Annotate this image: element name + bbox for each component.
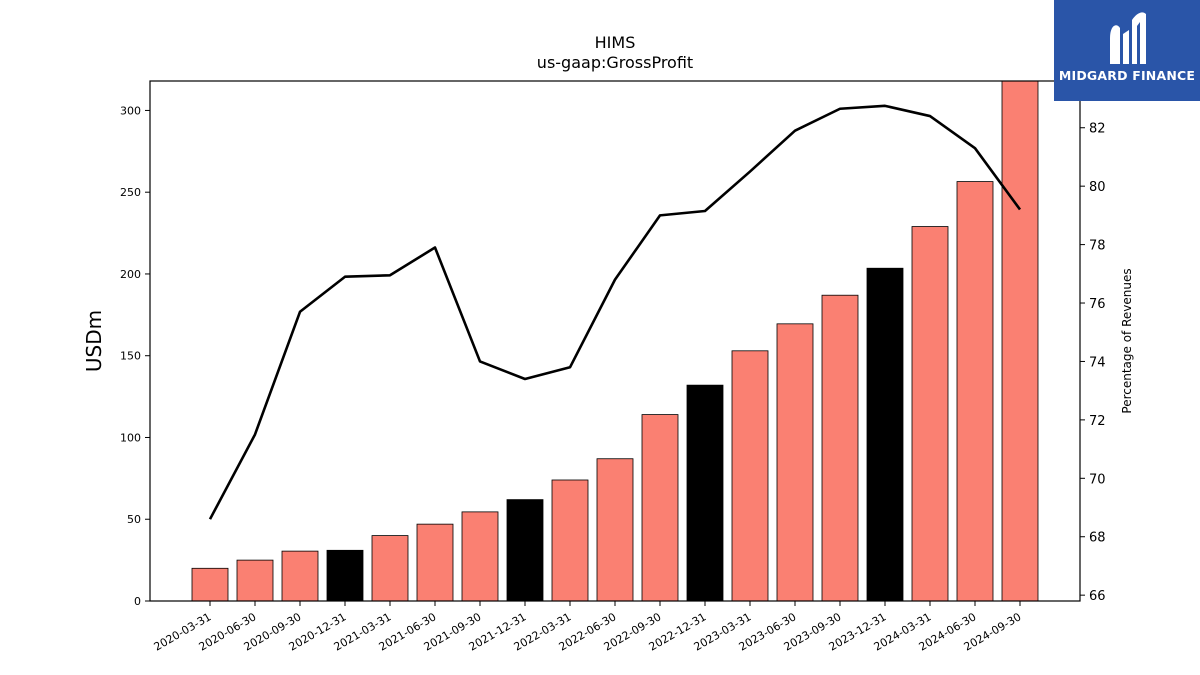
chart-subtitle: us-gaap:GrossProfit bbox=[537, 53, 693, 72]
y2-tick-label: 74 bbox=[1089, 355, 1106, 370]
bar bbox=[956, 181, 994, 602]
midgard-logo-icon bbox=[1110, 12, 1146, 64]
bar bbox=[866, 267, 904, 602]
bar bbox=[326, 549, 364, 602]
y-axis-left: 0 50 100 150 200 250 300 bbox=[120, 104, 150, 608]
y2-tick-label: 76 bbox=[1089, 297, 1106, 312]
y-tick-label: 50 bbox=[127, 513, 141, 526]
y2-tick-label: 82 bbox=[1089, 122, 1106, 137]
y2-tick-label: 68 bbox=[1089, 531, 1106, 546]
y-tick-label: 250 bbox=[120, 186, 141, 199]
y-axis-right: 66 68 70 72 74 76 78 80 82 bbox=[1080, 122, 1106, 604]
y2-tick-label: 70 bbox=[1089, 472, 1106, 487]
bar bbox=[461, 511, 499, 602]
bar bbox=[731, 350, 769, 602]
y-tick-label: 150 bbox=[120, 350, 141, 363]
bar-series bbox=[191, 80, 1039, 602]
bar bbox=[686, 384, 724, 602]
bar bbox=[641, 414, 679, 602]
bar bbox=[236, 559, 274, 602]
midgard-finance-logo: MIDGARD FINANCE bbox=[1054, 0, 1200, 101]
y-tick-label: 300 bbox=[120, 104, 141, 117]
bar bbox=[416, 523, 454, 602]
brand-name: MIDGARD FINANCE bbox=[1058, 68, 1196, 83]
x-axis: 2020-03-312020-06-302020-09-302020-12-31… bbox=[152, 601, 1024, 654]
bar bbox=[821, 294, 859, 602]
y-axis-label: USDm bbox=[82, 310, 106, 372]
y-tick-label: 100 bbox=[120, 431, 141, 444]
y-tick-label: 200 bbox=[120, 268, 141, 281]
bar bbox=[371, 535, 409, 602]
percentage-line bbox=[208, 104, 1022, 520]
bar bbox=[191, 567, 229, 602]
y-tick-label: 0 bbox=[134, 595, 141, 608]
bar bbox=[911, 226, 949, 602]
bar bbox=[506, 499, 544, 602]
y2-tick-label: 66 bbox=[1089, 589, 1106, 604]
bar bbox=[776, 323, 814, 602]
bar bbox=[1001, 80, 1039, 602]
bar bbox=[551, 479, 589, 602]
y2-tick-label: 72 bbox=[1089, 414, 1106, 429]
y2-tick-label: 78 bbox=[1089, 239, 1106, 254]
line-series bbox=[208, 104, 1022, 520]
chart-title: HIMS bbox=[595, 33, 636, 52]
y2-axis-label: Percentage of Revenues bbox=[1120, 268, 1134, 413]
y2-tick-label: 80 bbox=[1089, 180, 1106, 195]
bar bbox=[596, 458, 634, 602]
bar bbox=[281, 550, 319, 602]
